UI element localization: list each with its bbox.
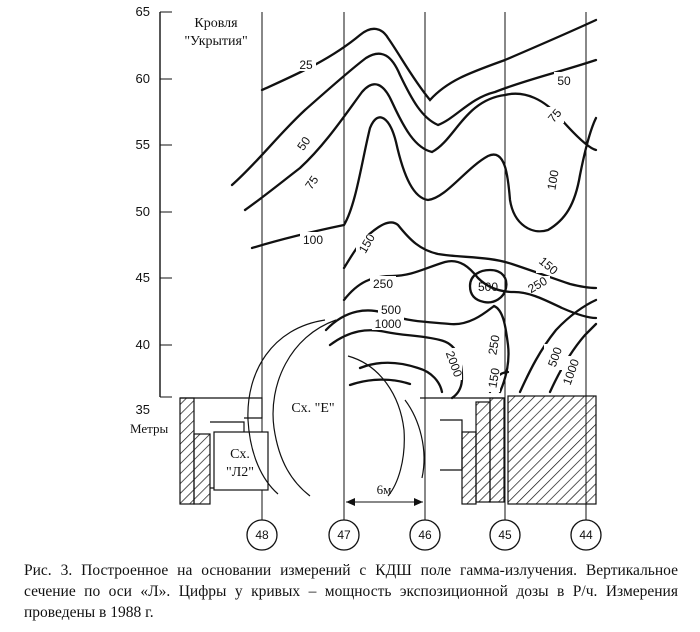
figure-caption: Рис. 3. Построенное на основании измерен… xyxy=(24,562,678,621)
scale-label: 6м xyxy=(377,482,392,497)
axis-label-46: 46 xyxy=(418,528,432,542)
contour-label-500-left: 500 xyxy=(381,303,401,317)
axis-label-48: 48 xyxy=(255,528,269,542)
y-tick-45: 45 xyxy=(136,270,150,285)
y-tick-50: 50 xyxy=(136,204,150,219)
contour-label-100-left: 100 xyxy=(303,233,323,247)
contour-label-250-top: 250 xyxy=(373,277,393,291)
contour-label-25: 25 xyxy=(299,58,313,72)
contours xyxy=(230,18,598,400)
axis-label-44: 44 xyxy=(579,528,593,542)
contour-label-500-island: 500 xyxy=(478,280,498,294)
contour-label-150-bottom: 150 xyxy=(485,367,502,389)
contour-label-500-right: 500 xyxy=(545,345,565,369)
contour-label-250-inner: 250 xyxy=(485,334,502,356)
structures xyxy=(179,395,597,505)
y-axis: 65 60 55 50 45 40 35 Метры xyxy=(130,4,172,436)
radiation-field-diagram: 65 60 55 50 45 40 35 Метры Кровля "Укрыт… xyxy=(130,4,602,551)
roof-label-line2: "Укрытия" xyxy=(184,34,247,49)
y-tick-55: 55 xyxy=(136,137,150,152)
roof-label-line1: Кровля xyxy=(194,16,238,31)
contour-label-100-right: 100 xyxy=(544,169,561,191)
y-tick-35: 35 xyxy=(136,402,150,417)
scale-bar: 6м xyxy=(346,482,423,506)
y-tick-65: 65 xyxy=(136,4,150,19)
axis-label-45: 45 xyxy=(498,528,512,542)
room-e-arcs xyxy=(247,319,425,497)
room-e-label: Сх. "Е" xyxy=(291,401,334,416)
contour-label-50-right: 50 xyxy=(557,74,571,88)
room-l2-label-line1: Сх. xyxy=(230,447,250,462)
contour-labels: 25 50 50 75 75 100 100 150 150 150 250 2… xyxy=(294,57,582,392)
y-tick-60: 60 xyxy=(136,71,150,86)
y-axis-label: Метры xyxy=(130,421,168,436)
y-tick-40: 40 xyxy=(136,337,150,352)
room-l2-label-line2: "Л2" xyxy=(226,465,254,480)
contour-label-1000-left: 1000 xyxy=(375,317,402,331)
axis-markers: 48 47 46 45 44 xyxy=(246,519,602,551)
axis-label-47: 47 xyxy=(337,528,351,542)
